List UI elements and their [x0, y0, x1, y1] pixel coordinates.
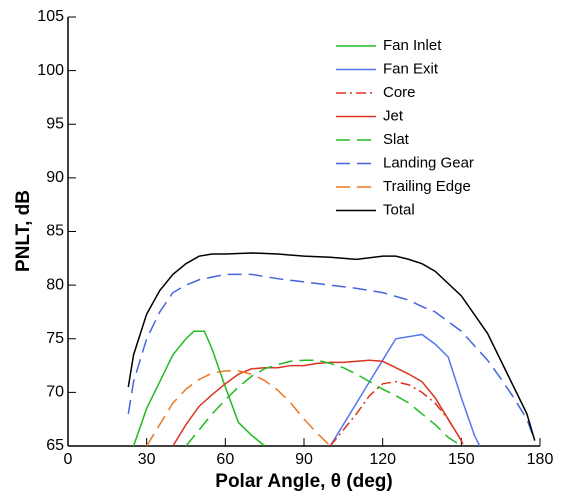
x-tick-label: 120	[369, 451, 396, 468]
y-tick-label: 80	[46, 276, 64, 293]
y-axis-label: PNLT, dB	[13, 190, 34, 272]
x-tick-label: 150	[448, 451, 475, 468]
y-tick-label: 65	[46, 437, 64, 454]
series-line	[329, 333, 481, 446]
series-line	[127, 273, 536, 441]
y-tick-label: 105	[37, 8, 64, 25]
series-line	[127, 252, 536, 441]
legend-label: Total	[383, 201, 415, 218]
y-tick-label: 75	[46, 330, 64, 347]
y-tick-label: 90	[46, 169, 64, 186]
y-tick-label: 95	[46, 115, 64, 132]
legend-label: Core	[383, 84, 416, 101]
legend-label: Fan Exit	[383, 60, 439, 77]
x-tick-label: 0	[64, 451, 73, 468]
x-tick-label: 90	[295, 451, 313, 468]
y-tick-label: 100	[37, 62, 64, 79]
series-line	[146, 370, 331, 446]
series-line	[172, 359, 462, 446]
plot-area	[127, 252, 536, 446]
legend-label: Jet	[383, 107, 404, 124]
y-tick-label: 85	[46, 223, 64, 240]
y-tick-label: 70	[46, 384, 64, 401]
x-tick-label: 60	[216, 451, 234, 468]
legend-label: Fan Inlet	[383, 37, 442, 54]
x-tick-label: 180	[527, 451, 554, 468]
legend-label: Trailing Edge	[383, 178, 471, 195]
x-axis-label: Polar Angle, θ (deg)	[215, 471, 392, 492]
legend-label: Landing Gear	[383, 154, 474, 171]
legend-label: Slat	[383, 131, 410, 148]
series-line	[185, 359, 462, 446]
x-tick-label: 30	[138, 451, 156, 468]
series-line	[132, 330, 266, 446]
